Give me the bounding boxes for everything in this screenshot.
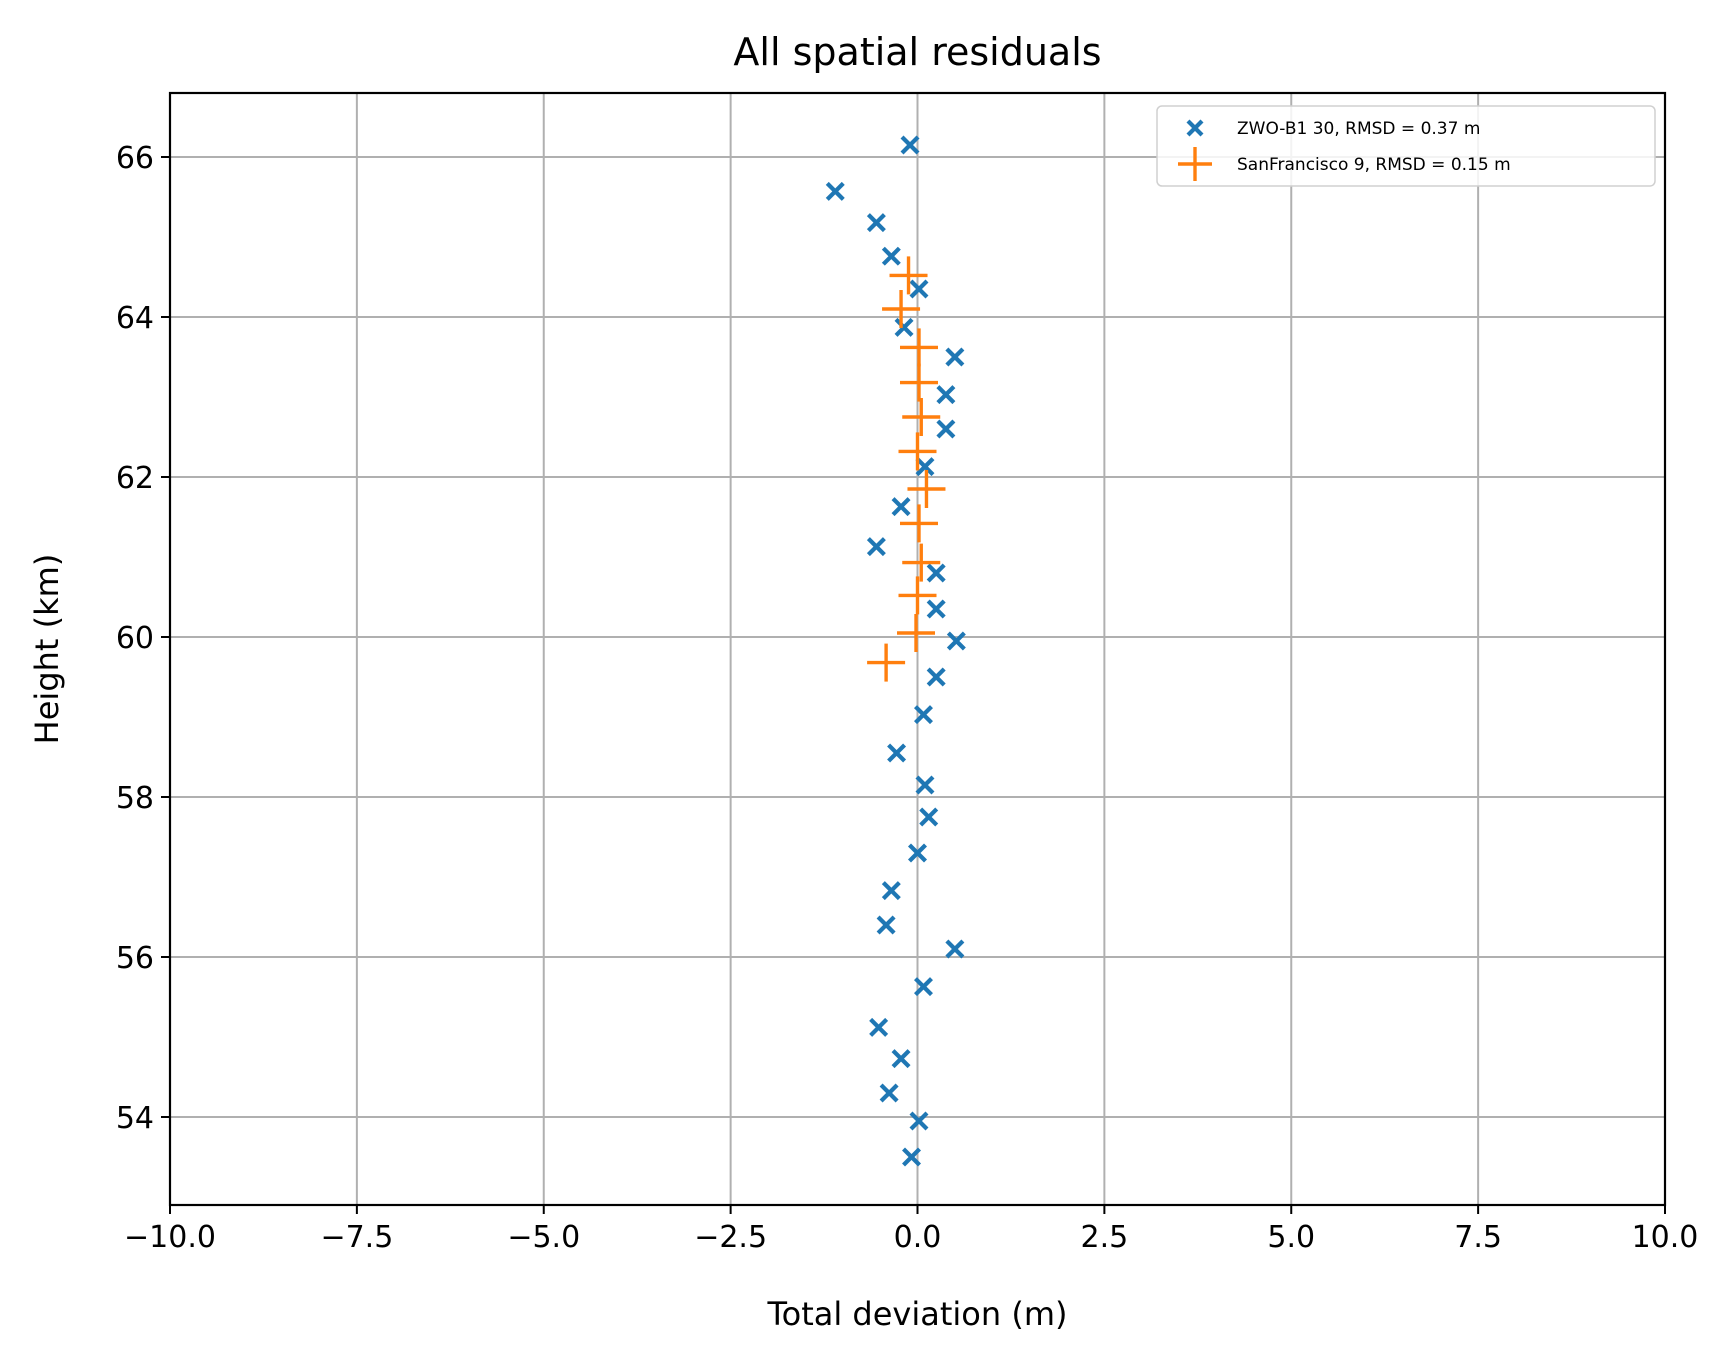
x-marker-point bbox=[902, 1147, 922, 1167]
x-marker-point bbox=[915, 775, 935, 795]
x-marker-point bbox=[881, 246, 901, 266]
x-marker-point bbox=[825, 181, 845, 201]
x-marker-point bbox=[913, 977, 933, 997]
plus-marker-point bbox=[897, 614, 936, 652]
x-marker-point bbox=[945, 939, 965, 959]
x-axis-label: Total deviation (m) bbox=[767, 1295, 1068, 1333]
plus-marker-point bbox=[889, 256, 928, 295]
y-tick-label: 56 bbox=[116, 941, 154, 976]
x-marker-point bbox=[908, 843, 927, 863]
legend: ZWO-B1 30, RMSD = 0.37 m SanFrancisco 9, … bbox=[1156, 105, 1656, 187]
plus-marker-point bbox=[907, 470, 946, 508]
x-marker-point bbox=[936, 385, 956, 405]
plus-marker-point bbox=[899, 504, 938, 543]
x-marker-point bbox=[926, 563, 946, 583]
x-axis: −10.0 −7.5 −5.0 −2.5 0.0 2.5 5.0 7.5 10.0 bbox=[124, 1205, 1698, 1255]
x-marker-point bbox=[926, 667, 946, 687]
x-tick-label: −7.5 bbox=[320, 1220, 393, 1255]
plus-marker-point bbox=[882, 290, 921, 328]
legend-entry: ZWO-B1 30, RMSD = 0.37 m bbox=[1186, 119, 1480, 139]
y-tick-label: 60 bbox=[116, 621, 154, 656]
x-tick-label: −5.0 bbox=[507, 1220, 580, 1255]
x-marker-point bbox=[945, 347, 965, 367]
x-marker-point bbox=[891, 1049, 911, 1069]
y-axis-label: Height (km) bbox=[28, 554, 66, 745]
series-zwo-b1 bbox=[825, 135, 966, 1167]
legend-box bbox=[1156, 105, 1656, 187]
y-tick-label: 66 bbox=[116, 141, 154, 176]
y-axis: 54 56 58 60 62 64 66 bbox=[116, 141, 170, 1136]
x-marker-point bbox=[894, 317, 914, 337]
y-tick-label: 64 bbox=[116, 301, 154, 336]
x-marker-point bbox=[926, 599, 946, 619]
plus-marker-point bbox=[899, 363, 938, 402]
x-marker-point bbox=[869, 1017, 889, 1037]
x-marker-point bbox=[909, 1111, 929, 1131]
x-marker-point bbox=[891, 497, 911, 517]
x-marker-point bbox=[866, 537, 886, 557]
x-tick-label: 2.5 bbox=[1081, 1220, 1129, 1255]
x-tick-label: 0.0 bbox=[894, 1220, 942, 1255]
y-tick-label: 58 bbox=[116, 781, 154, 816]
x-marker-point bbox=[1186, 119, 1204, 137]
plus-marker-point bbox=[867, 643, 906, 682]
plus-marker-point bbox=[898, 576, 937, 615]
x-marker-point bbox=[913, 705, 933, 725]
y-tick-label: 54 bbox=[116, 1101, 154, 1136]
plus-marker-point bbox=[898, 432, 937, 471]
x-marker-point bbox=[915, 457, 935, 477]
plus-marker-point bbox=[899, 328, 938, 367]
y-tick-label: 62 bbox=[116, 461, 154, 496]
x-marker-point bbox=[946, 631, 966, 651]
x-marker-point bbox=[919, 807, 939, 827]
legend-entry: SanFrancisco 9, RMSD = 0.15 m bbox=[1178, 147, 1511, 181]
plus-marker-point bbox=[902, 398, 941, 436]
legend-label: ZWO-B1 30, RMSD = 0.37 m bbox=[1237, 119, 1480, 139]
x-tick-label: 7.5 bbox=[1454, 1220, 1502, 1255]
x-tick-label: −2.5 bbox=[694, 1220, 767, 1255]
x-marker-point bbox=[936, 419, 956, 439]
series-layer bbox=[825, 135, 966, 1167]
x-marker-point bbox=[866, 213, 886, 233]
chart-title: All spatial residuals bbox=[733, 30, 1101, 74]
x-marker-point bbox=[881, 881, 901, 901]
x-marker-point bbox=[887, 743, 907, 763]
legend-label: SanFrancisco 9, RMSD = 0.15 m bbox=[1237, 155, 1511, 175]
x-tick-label: 5.0 bbox=[1267, 1220, 1315, 1255]
x-tick-label: −10.0 bbox=[124, 1220, 216, 1255]
x-marker-point bbox=[900, 135, 920, 155]
x-marker-point bbox=[876, 915, 896, 935]
plus-marker-point bbox=[902, 543, 941, 582]
x-marker-point bbox=[909, 279, 929, 299]
x-marker-point bbox=[879, 1083, 899, 1103]
plus-marker-point bbox=[1178, 147, 1212, 181]
x-tick-label: 10.0 bbox=[1632, 1220, 1699, 1255]
series-sanfrancisco bbox=[867, 256, 946, 682]
